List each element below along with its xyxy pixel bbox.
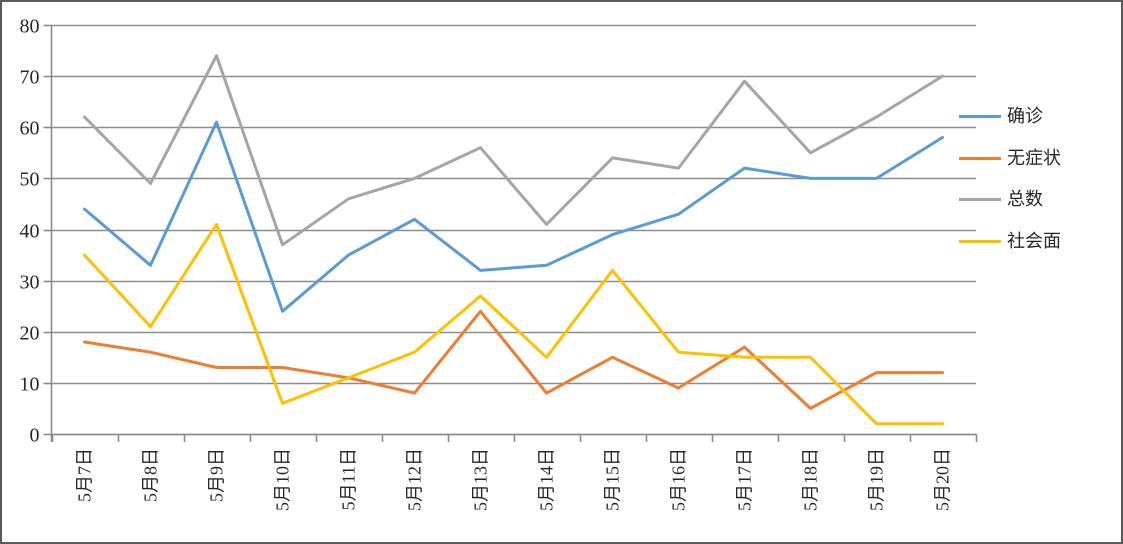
x-axis-tick-label: 5月12日: [405, 448, 425, 511]
y-axis-tick-label: 0: [30, 425, 40, 447]
series-line-2: [83, 54, 944, 247]
x-axis-tick-label: 5月9日: [207, 448, 227, 502]
x-axis-tick-label: 5月16日: [669, 448, 689, 511]
x-axis-tick-label: 5月11日: [339, 448, 359, 510]
legend-swatch-icon: [959, 156, 1001, 160]
legend-swatch-icon: [959, 198, 1001, 201]
legend-swatch-icon: [959, 115, 1001, 118]
x-axis-tick-label: 5月14日: [537, 448, 557, 511]
x-axis-tick-label: 5月13日: [471, 448, 491, 511]
x-axis-tick-label: 5月17日: [735, 448, 755, 511]
y-axis-tick-label: 60: [20, 118, 40, 140]
y-axis-tick-label: 50: [20, 169, 40, 191]
gridlines: [51, 24, 976, 436]
legend-item-series-3: 社会面: [959, 231, 1119, 252]
legend: 确诊 无症状 总数 社会面: [959, 106, 1119, 272]
y-axis-tick-label: 70: [20, 67, 40, 89]
x-axis-tick-label: 5月20日: [933, 448, 953, 511]
y-axis-labels: 0 10 20 30 40 50 60 70 80: [20, 16, 40, 447]
x-axis-tick-label: 5月19日: [867, 448, 887, 511]
series-line-1: [83, 309, 944, 410]
legend-swatch-icon: [959, 239, 1001, 243]
x-axis-tick-label: 5月7日: [75, 448, 95, 502]
y-axis-tick-label: 80: [20, 16, 40, 38]
y-axis-tick-label: 30: [20, 272, 40, 294]
legend-label: 无症状: [1007, 147, 1061, 168]
x-axis-tick-label: 5月15日: [603, 448, 623, 511]
x-axis-labels: 5月7日 5月8日 5月9日 5月10日 5月11日 5月12日 5月13日 5月14日 5月1…: [75, 448, 953, 511]
y-axis-tick-label: 40: [20, 221, 40, 243]
y-axis-tick-label: 10: [20, 374, 40, 396]
series-line-0: [83, 120, 944, 313]
x-axis-tick-label: 5月8日: [141, 448, 161, 502]
legend-item-series-0: 确诊: [959, 106, 1119, 127]
y-axis-tick-label: 20: [20, 323, 40, 345]
legend-item-series-2: 总数: [959, 189, 1119, 210]
axis-ticks: [43, 24, 978, 442]
legend-label: 总数: [1007, 189, 1043, 209]
x-axis-tick-label: 5月10日: [273, 448, 293, 511]
legend-item-series-1: 无症状: [959, 148, 1119, 169]
legend-label: 社会面: [1007, 230, 1061, 251]
legend-label: 确诊: [1007, 106, 1043, 126]
x-axis-tick-label: 5月18日: [801, 448, 821, 511]
series-line-3: [83, 222, 944, 426]
